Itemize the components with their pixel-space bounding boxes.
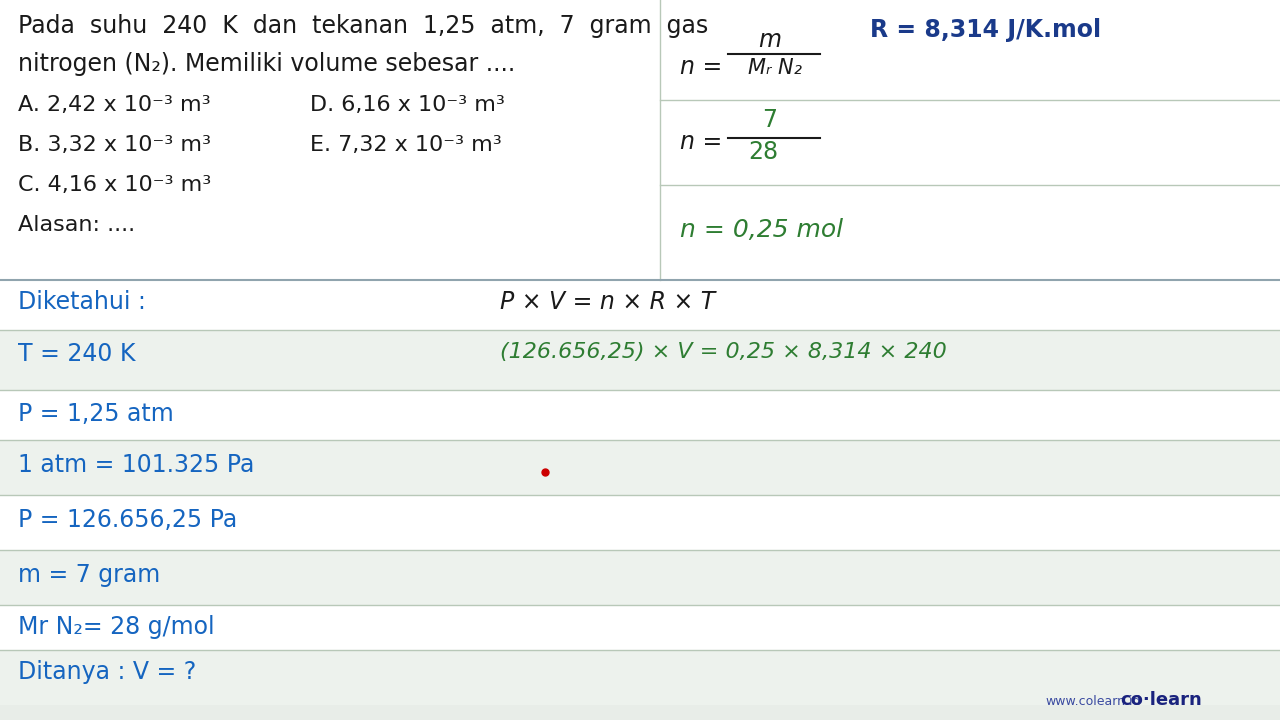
Bar: [0, 280, 1280, 330]
Text: Ditanya : V = ?: Ditanya : V = ?: [18, 660, 196, 684]
Bar: [0, 390, 1280, 440]
Text: n =: n =: [680, 55, 722, 79]
Text: Mr N₂= 28 g/mol: Mr N₂= 28 g/mol: [18, 615, 215, 639]
Text: 28: 28: [748, 140, 778, 164]
Text: Alasan: ....: Alasan: ....: [18, 215, 136, 235]
Text: D. 6,16 x 10⁻³ m³: D. 6,16 x 10⁻³ m³: [310, 95, 504, 115]
Text: B. 3,32 x 10⁻³ m³: B. 3,32 x 10⁻³ m³: [18, 135, 211, 155]
Text: T = 240 K: T = 240 K: [18, 342, 136, 366]
Bar: [0, 0, 1280, 280]
Text: P × V = n × R × T: P × V = n × R × T: [500, 290, 716, 314]
Text: Diketahui :: Diketahui :: [18, 290, 146, 314]
Text: C. 4,16 x 10⁻³ m³: C. 4,16 x 10⁻³ m³: [18, 175, 211, 195]
Text: (126.656,25) × V = 0,25 × 8,314 × 240: (126.656,25) × V = 0,25 × 8,314 × 240: [500, 342, 947, 362]
Bar: [0, 605, 1280, 650]
Bar: [0, 495, 1280, 550]
Text: m: m: [759, 28, 782, 52]
Text: Mᵣ N₂: Mᵣ N₂: [748, 58, 803, 78]
Bar: [0, 550, 1280, 605]
Text: co·learn: co·learn: [1120, 691, 1202, 709]
Text: 7: 7: [763, 108, 777, 132]
Text: nitrogen (N₂). Memiliki volume sebesar ....: nitrogen (N₂). Memiliki volume sebesar .…: [18, 52, 516, 76]
Text: P = 1,25 atm: P = 1,25 atm: [18, 402, 174, 426]
Text: n = 0,25 mol: n = 0,25 mol: [680, 218, 844, 242]
Text: P = 126.656,25 Pa: P = 126.656,25 Pa: [18, 508, 237, 532]
Bar: [0, 650, 1280, 705]
Bar: [0, 440, 1280, 495]
Text: R = 8,314 J/K.mol: R = 8,314 J/K.mol: [870, 18, 1101, 42]
Text: A. 2,42 x 10⁻³ m³: A. 2,42 x 10⁻³ m³: [18, 95, 211, 115]
Text: E. 7,32 x 10⁻³ m³: E. 7,32 x 10⁻³ m³: [310, 135, 502, 155]
Bar: [0, 330, 1280, 390]
Text: 1 atm = 101.325 Pa: 1 atm = 101.325 Pa: [18, 453, 255, 477]
Text: www.colearn.id: www.colearn.id: [1044, 695, 1140, 708]
Text: m = 7 gram: m = 7 gram: [18, 563, 160, 587]
Text: Pada  suhu  240  K  dan  tekanan  1,25  atm,  7  gram  gas: Pada suhu 240 K dan tekanan 1,25 atm, 7 …: [18, 14, 708, 38]
Text: n =: n =: [680, 130, 722, 154]
